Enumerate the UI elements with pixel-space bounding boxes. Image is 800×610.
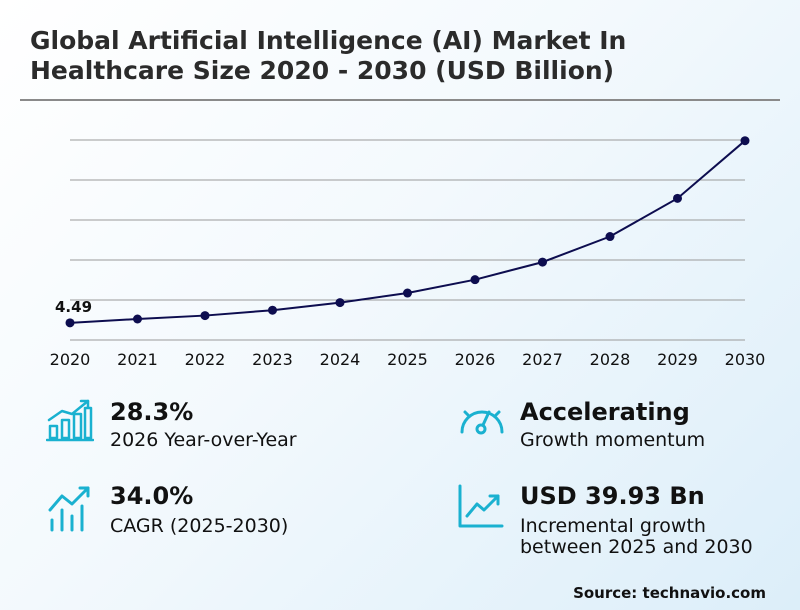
chart-title: Global Artificial Intelligence (AI) Mark… <box>30 26 627 85</box>
stat-value: USD 39.93 Bn <box>520 482 705 510</box>
x-tick-label: 2025 <box>387 350 428 369</box>
data-point <box>133 314 142 324</box>
x-tick-label: 2028 <box>590 350 631 369</box>
data-point <box>65 318 75 328</box>
x-tick-label: 2030 <box>725 350 766 369</box>
title-divider <box>20 99 780 101</box>
x-tick-label: 2027 <box>522 350 563 369</box>
data-label: 4.49 <box>55 298 92 316</box>
x-tick-label: 2023 <box>252 350 293 369</box>
data-point <box>200 311 210 321</box>
line-chart: 2020 2021 2022 2023 2024 2025 2026 2027 2028 2029… <box>50 136 766 369</box>
stat-desc: 2026 Year-over-Year <box>110 429 297 451</box>
speedometer-icon <box>460 410 504 435</box>
stat-desc: CAGR (2025-2030) <box>110 515 289 537</box>
x-tick-label: 2026 <box>455 350 496 369</box>
data-point <box>403 288 412 298</box>
line-chart-up-icon <box>458 484 504 528</box>
stat-value: 28.3% <box>110 398 194 426</box>
stat-value: Accelerating <box>520 398 690 426</box>
x-tick-label: 2029 <box>657 350 698 369</box>
data-point <box>538 257 547 267</box>
x-tick-label: 2021 <box>117 350 158 369</box>
stat-desc: Growth momentum <box>520 429 706 451</box>
bar-chart-growth-icon <box>46 399 94 442</box>
stat-desc: Incremental growth <box>520 515 706 537</box>
x-tick-label: 2022 <box>185 350 226 369</box>
stat-desc: between 2025 and 2030 <box>520 536 753 558</box>
x-tick-label: 2020 <box>50 350 91 369</box>
source-credit: Source: technavio.com <box>573 584 766 602</box>
data-point <box>673 193 682 203</box>
data-point <box>605 232 615 242</box>
data-point <box>335 298 345 308</box>
data-point <box>470 275 480 285</box>
data-point <box>268 305 277 315</box>
trend-bars-icon <box>48 486 90 532</box>
stat-value: 34.0% <box>110 482 194 510</box>
x-tick-label: 2024 <box>320 350 361 369</box>
data-point <box>740 136 750 146</box>
